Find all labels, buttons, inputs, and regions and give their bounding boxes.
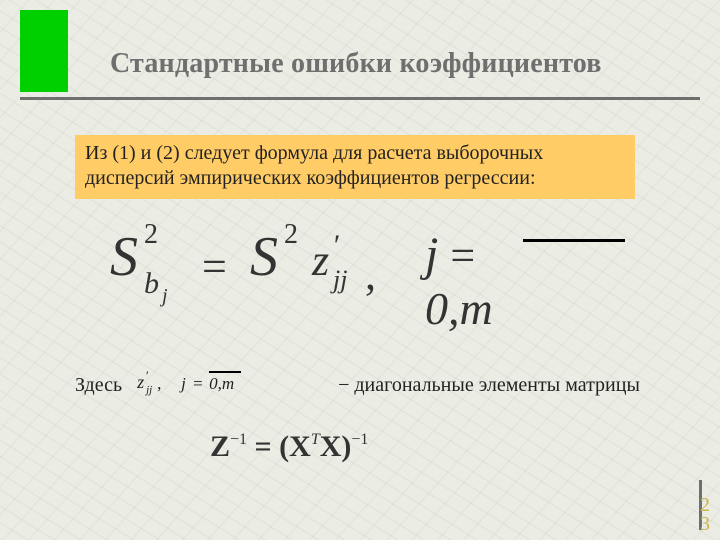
rhs-z-prime: ′ <box>332 229 339 263</box>
range-overline <box>523 239 625 242</box>
lhs-sup: 2 <box>144 219 158 251</box>
mf-X2: X <box>320 430 342 463</box>
note-row: Здесь z ′ jj , j = 0,m − диагональные эл… <box>75 370 675 400</box>
formula-eq: = <box>202 241 227 292</box>
lhs-sub-b: b <box>144 267 159 301</box>
note-small-formula: z ′ jj , j = 0,m <box>137 370 297 400</box>
nf-z-sub: jj <box>146 384 152 396</box>
formula-index: j = 0,m <box>425 227 493 335</box>
formula-lhs: S 2 b j <box>110 225 138 289</box>
main-formula: S 2 b j = S 2 z ′ jj , j = 0,m <box>110 225 630 320</box>
nf-z-prime: ′ <box>145 368 148 384</box>
rhs-z-sub: jj <box>333 265 347 295</box>
page-number-line2: 3 <box>700 515 710 534</box>
page-title: Стандартные ошибки коэффициентов <box>110 48 602 80</box>
index-eq: = <box>450 231 475 280</box>
accent-block <box>20 10 68 92</box>
mf-neg1-2: −1 <box>351 431 368 448</box>
nf-comma: , <box>157 374 161 394</box>
mf-T: T <box>311 431 320 448</box>
mf-Z: Z <box>210 430 230 463</box>
index-j: j <box>425 228 438 281</box>
nf-eq: = <box>193 374 203 394</box>
rhs-S-sup: 2 <box>284 219 298 251</box>
rhs-S: S <box>250 226 278 288</box>
nf-overline <box>209 371 241 373</box>
formula-rhs: S 2 z ′ jj , j = 0,m <box>250 225 278 289</box>
mf-lparen: ( <box>279 430 289 463</box>
mf-rparen: ) <box>341 430 351 463</box>
mf-neg1: −1 <box>230 431 247 448</box>
lhs-S: S <box>110 226 138 288</box>
rhs-comma: , <box>365 249 376 300</box>
lhs-sub-j: j <box>162 285 168 308</box>
page-number: 2 3 <box>700 496 710 534</box>
nf-z: z <box>137 372 144 393</box>
intro-text-box: Из (1) и (2) следует формула для расчета… <box>75 135 635 199</box>
mf-X1: X <box>289 430 311 463</box>
title-underline <box>20 97 700 100</box>
intro-text: Из (1) и (2) следует формула для расчета… <box>85 142 543 189</box>
nf-j: j <box>181 374 186 394</box>
matrix-formula: Z−1 = (XTX)−1 <box>210 430 368 464</box>
note-here: Здесь <box>75 374 122 397</box>
rhs-z: z <box>312 235 329 286</box>
nf-range: 0,m <box>209 374 234 394</box>
mf-eq: = <box>247 430 279 463</box>
index-range: 0,m <box>425 283 493 334</box>
note-rest: − диагональные элементы матрицы <box>338 374 640 397</box>
